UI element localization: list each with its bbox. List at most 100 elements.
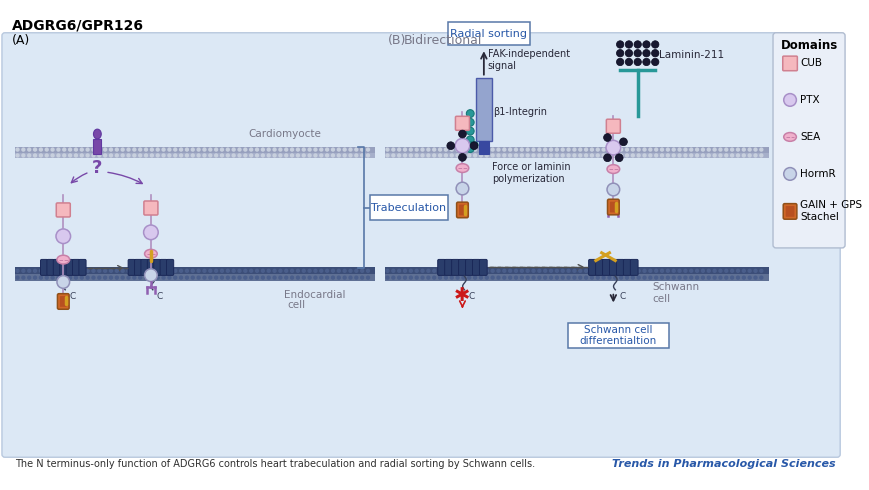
Circle shape xyxy=(689,154,692,157)
Circle shape xyxy=(290,276,293,279)
Circle shape xyxy=(753,148,756,151)
Circle shape xyxy=(759,148,762,151)
Circle shape xyxy=(209,270,211,272)
Circle shape xyxy=(133,270,136,272)
Circle shape xyxy=(202,154,206,157)
Circle shape xyxy=(56,270,60,272)
Text: β1-Integrin: β1-Integrin xyxy=(493,107,547,117)
Circle shape xyxy=(689,148,692,151)
Circle shape xyxy=(578,270,581,272)
Circle shape xyxy=(249,148,252,151)
Circle shape xyxy=(308,154,311,157)
Circle shape xyxy=(607,148,610,151)
Circle shape xyxy=(386,276,388,279)
Circle shape xyxy=(391,148,395,151)
Circle shape xyxy=(584,276,587,279)
Circle shape xyxy=(45,270,48,272)
FancyBboxPatch shape xyxy=(459,205,465,215)
Circle shape xyxy=(584,154,587,157)
Circle shape xyxy=(713,148,715,151)
Circle shape xyxy=(718,148,721,151)
Circle shape xyxy=(92,276,95,279)
Circle shape xyxy=(468,270,470,272)
Circle shape xyxy=(508,276,511,279)
Circle shape xyxy=(631,154,634,157)
Circle shape xyxy=(56,154,60,157)
Circle shape xyxy=(554,270,558,272)
Circle shape xyxy=(249,270,252,272)
Circle shape xyxy=(677,148,680,151)
Circle shape xyxy=(174,154,176,157)
Circle shape xyxy=(642,49,649,57)
Circle shape xyxy=(747,148,750,151)
Circle shape xyxy=(191,154,194,157)
Circle shape xyxy=(736,276,739,279)
Circle shape xyxy=(625,276,627,279)
Circle shape xyxy=(561,276,563,279)
Circle shape xyxy=(783,168,795,180)
Circle shape xyxy=(466,145,474,152)
Circle shape xyxy=(144,269,157,282)
Circle shape xyxy=(144,276,148,279)
Circle shape xyxy=(432,148,435,151)
FancyBboxPatch shape xyxy=(588,259,595,275)
Circle shape xyxy=(215,148,217,151)
Circle shape xyxy=(549,276,552,279)
Circle shape xyxy=(461,148,464,151)
Circle shape xyxy=(397,148,400,151)
Circle shape xyxy=(427,154,429,157)
Text: ADGRG6/GPR126: ADGRG6/GPR126 xyxy=(11,18,143,32)
Circle shape xyxy=(232,270,235,272)
Circle shape xyxy=(625,49,632,57)
Circle shape xyxy=(660,148,663,151)
Circle shape xyxy=(28,276,30,279)
Circle shape xyxy=(461,276,464,279)
Circle shape xyxy=(97,270,101,272)
Circle shape xyxy=(573,270,575,272)
Circle shape xyxy=(162,270,165,272)
Circle shape xyxy=(80,276,83,279)
Circle shape xyxy=(273,148,275,151)
Circle shape xyxy=(202,270,206,272)
Circle shape xyxy=(578,154,581,157)
FancyBboxPatch shape xyxy=(782,56,797,71)
Circle shape xyxy=(473,276,476,279)
Circle shape xyxy=(616,41,623,48)
Circle shape xyxy=(133,154,136,157)
Circle shape xyxy=(619,154,622,157)
Circle shape xyxy=(616,58,623,66)
Circle shape xyxy=(320,276,322,279)
Text: cell: cell xyxy=(287,299,305,310)
Circle shape xyxy=(302,154,305,157)
Circle shape xyxy=(736,154,739,157)
Circle shape xyxy=(479,276,481,279)
Circle shape xyxy=(197,276,200,279)
FancyBboxPatch shape xyxy=(53,259,61,275)
Circle shape xyxy=(103,154,107,157)
Circle shape xyxy=(660,154,663,157)
Circle shape xyxy=(174,276,176,279)
Ellipse shape xyxy=(56,255,70,264)
Circle shape xyxy=(421,276,423,279)
Circle shape xyxy=(144,148,148,151)
Circle shape xyxy=(290,270,293,272)
Circle shape xyxy=(730,148,733,151)
Circle shape xyxy=(75,148,77,151)
Circle shape xyxy=(625,270,627,272)
Circle shape xyxy=(654,270,657,272)
Circle shape xyxy=(636,270,640,272)
Circle shape xyxy=(121,148,124,151)
Circle shape xyxy=(197,270,200,272)
Circle shape xyxy=(273,270,275,272)
Circle shape xyxy=(485,270,488,272)
Circle shape xyxy=(450,148,453,151)
Circle shape xyxy=(238,148,241,151)
FancyBboxPatch shape xyxy=(41,259,48,275)
Text: C: C xyxy=(69,292,76,301)
Circle shape xyxy=(672,148,674,151)
Circle shape xyxy=(403,154,406,157)
Circle shape xyxy=(468,142,474,147)
Circle shape xyxy=(331,148,334,151)
Circle shape xyxy=(69,148,71,151)
Circle shape xyxy=(466,119,474,126)
